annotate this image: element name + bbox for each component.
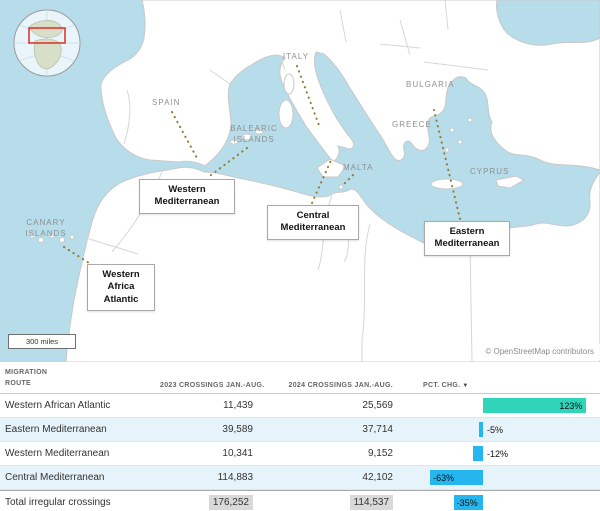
crossings-2023-value: 11,439: [223, 400, 253, 411]
header-2024-crossings[interactable]: 2024 CROSSINGS JAN.-AUG.: [288, 382, 393, 389]
pct-change-bar: [472, 446, 483, 461]
pct-change-cell: -5%: [395, 418, 600, 441]
island-crete: [430, 178, 464, 190]
table-header-row: MIGRATION ROUTE 2023 CROSSINGS JAN.-AUG.…: [0, 362, 600, 394]
table-row: Total irregular crossings 176,252 114,537 -…: [0, 490, 600, 511]
island-aegean-3: [444, 147, 450, 153]
route-line-spain: [171, 111, 199, 161]
sort-desc-icon: ▼: [462, 383, 469, 389]
map-label-bulgaria: BULGARIA: [406, 80, 455, 89]
route-cell: Total irregular crossings: [5, 497, 111, 508]
pct-change-bar: [430, 470, 483, 485]
globe-land-africa: [33, 38, 62, 70]
route-line-italy: [296, 65, 321, 129]
globe-locator-inset: [13, 9, 81, 77]
route-cell: Western African Atlantic: [5, 400, 111, 411]
header-pct-chg[interactable]: PCT. CHG. ▼: [395, 382, 600, 389]
crossings-2024-value: 114,537: [255, 495, 395, 510]
map-label-balearic-islands: BALEARIC ISLANDS: [230, 124, 278, 144]
table-row: Central Mediterranean 114,883 42,102 -63%: [0, 466, 600, 490]
island-canary-1: [29, 233, 35, 239]
pct-change-cell: -35%: [395, 491, 600, 511]
mediterranean-map: SPAIN ITALY BULGARIA GREECE MALTA CYPRUS…: [0, 0, 600, 362]
island-canary-3: [49, 233, 55, 239]
route-box-eastern-mediterranean: Eastern Mediterranean: [424, 221, 510, 256]
pct-change-cell: 123%: [395, 394, 600, 417]
island-cyprus: [495, 175, 526, 189]
header-pct-chg-label: PCT. CHG.: [423, 382, 461, 389]
pct-change-cell: -63%: [395, 466, 600, 489]
landmass-europe: [100, 0, 600, 171]
crossings-2024-value: 9,152: [367, 448, 393, 459]
map-label-canary-islands: CANARY ISLANDS: [25, 218, 67, 238]
map-label-malta: MALTA: [343, 163, 374, 172]
route-box-western-mediterranean: Western Mediterranean: [139, 179, 235, 214]
island-balearic-3: [254, 129, 264, 135]
header-2023-crossings[interactable]: 2023 CROSSINGS JAN.-AUG.: [160, 382, 265, 389]
pct-change-label: -12%: [487, 449, 509, 459]
table-row: Western Mediterranean 10,341 9,152 -12%: [0, 442, 600, 466]
route-cell: Central Mediterranean: [5, 472, 105, 483]
island-sicily: [316, 158, 347, 178]
map-label-italy: ITALY: [283, 52, 310, 61]
header-migration-route[interactable]: MIGRATION ROUTE: [5, 369, 48, 387]
crossings-2023-value: 114,883: [217, 472, 253, 483]
island-canary-2: [38, 237, 44, 243]
island-balearic-2: [241, 133, 253, 141]
crossings-2023-value: 10,341: [222, 448, 253, 459]
island-balearic-1: [229, 139, 239, 145]
route-cell: Eastern Mediterranean: [5, 424, 107, 435]
map-attribution[interactable]: © OpenStreetMap contributors: [479, 344, 600, 360]
map-label-cyprus: CYPRUS: [470, 167, 510, 176]
map-label-greece: GREECE: [392, 120, 432, 129]
pct-change-cell: -12%: [395, 442, 600, 465]
pct-change-bar: [483, 398, 587, 413]
route-cell: Western Mediterranean: [5, 448, 110, 459]
island-aegean-4: [467, 117, 473, 123]
islands: [29, 73, 526, 243]
island-canary-5: [69, 234, 75, 240]
table-body: Western African Atlantic 11,439 25,569 123%…: [0, 394, 600, 511]
crossings-2024-value: 25,569: [362, 400, 393, 411]
crossings-2024-value: 37,714: [362, 424, 393, 435]
table-row: Eastern Mediterranean 39,589 37,714 -5%: [0, 418, 600, 442]
island-aegean-2: [457, 139, 463, 145]
route-line-eastern-med: [433, 109, 461, 220]
map-label-spain: SPAIN: [152, 98, 181, 107]
pct-change-label: 123%: [559, 401, 583, 411]
pct-change-label: -35%: [456, 498, 478, 508]
pct-change-label: -5%: [487, 425, 504, 435]
island-corsica: [283, 73, 295, 95]
map-scale-label: 300 miles: [25, 337, 59, 346]
globe-land-europe: [28, 20, 63, 38]
crossings-2023-value: 176,252: [160, 495, 255, 510]
route-connector-lines: [63, 65, 461, 271]
crossings-table: MIGRATION ROUTE 2023 CROSSINGS JAN.-AUG.…: [0, 362, 600, 511]
island-malta: [338, 184, 344, 190]
pct-change-bar: [453, 495, 483, 510]
table-row: Western African Atlantic 11,439 25,569 123%: [0, 394, 600, 418]
route-box-central-mediterranean: Central Mediterranean: [267, 205, 359, 240]
globe-highlight-box: [28, 27, 66, 44]
island-aegean-1: [449, 127, 455, 133]
island-canary-4: [59, 237, 65, 243]
crossings-2024-value: 42,102: [362, 472, 393, 483]
black-sea: [496, 0, 600, 46]
map-scale-bar: 300 miles: [8, 334, 76, 349]
pct-change-bar: [478, 422, 483, 437]
pct-change-label: -63%: [433, 473, 455, 483]
crossings-2023-value: 39,589: [222, 424, 253, 435]
route-box-western-africa-atlantic: Western Africa Atlantic: [87, 264, 155, 312]
island-sardinia: [278, 99, 294, 129]
